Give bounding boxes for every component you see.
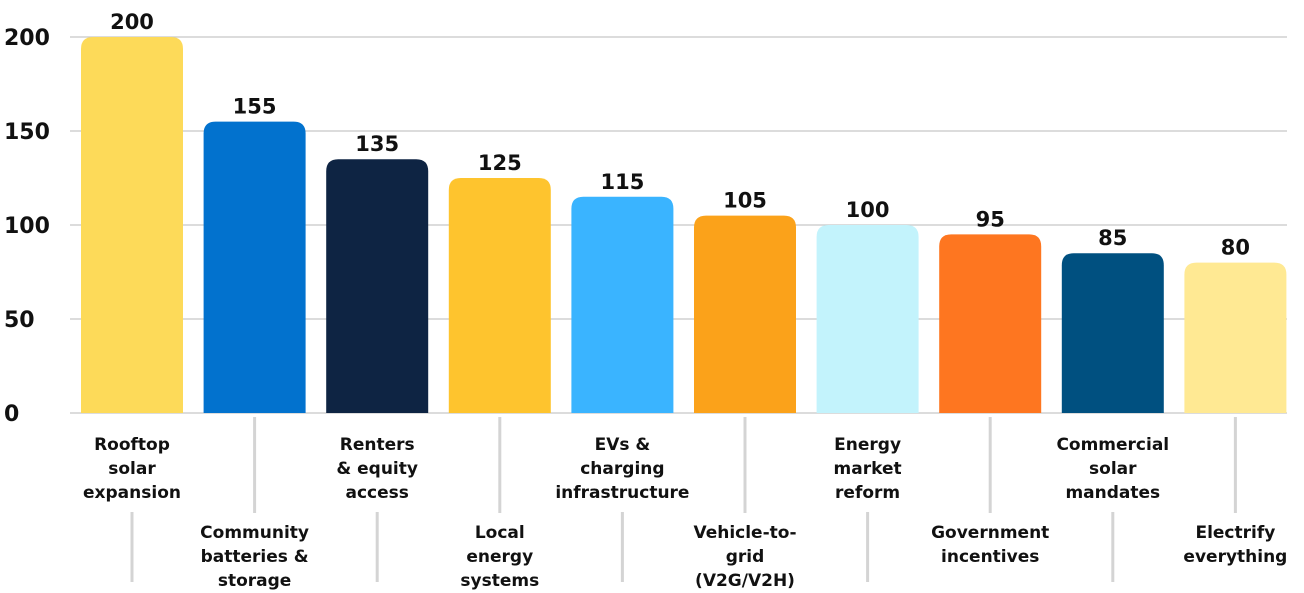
bar [448, 178, 551, 413]
y-tick-label: 100 [4, 214, 50, 239]
y-tick-label: 50 [4, 308, 35, 333]
bar [694, 215, 796, 413]
category-label-line: market [834, 459, 902, 479]
value-label: 115 [600, 170, 644, 194]
category-label-line: reform [835, 483, 900, 503]
y-tick-label: 150 [4, 120, 50, 145]
category-label-line: Rooftop [94, 435, 170, 455]
category-label-line: incentives [941, 547, 1039, 567]
value-label: 85 [1098, 226, 1127, 250]
category-label-line: Energy [834, 435, 901, 455]
value-label: 200 [110, 10, 154, 34]
category-label: Renters & equity access [336, 435, 418, 503]
value-label: 80 [1221, 236, 1250, 260]
bar [816, 225, 919, 413]
y-tick-label: 200 [4, 26, 50, 51]
category-label: Community batteries & storage [200, 523, 309, 591]
category-label-line: Government [931, 523, 1049, 543]
bars [81, 37, 1287, 413]
value-label: 95 [976, 207, 1005, 231]
bar [1061, 253, 1164, 413]
value-labels: 200 155 135 125 115 105 100 95 85 80 [110, 10, 1250, 260]
category-label: Vehicle-to-grid (V2G/V2H) [693, 523, 796, 591]
category-label-line: storage [218, 571, 291, 591]
category-label-line: mandates [1065, 483, 1160, 503]
category-label-line: (V2G/V2H) [695, 571, 795, 591]
bar [571, 196, 674, 413]
category-label-line: grid [726, 547, 765, 567]
category-label-line: Renters [340, 435, 415, 455]
category-label-line: access [345, 483, 408, 503]
value-label: 100 [846, 198, 890, 222]
category-label: Electrify everything [1183, 523, 1287, 567]
category-label-line: systems [460, 571, 539, 591]
category-label-line: batteries & [201, 547, 309, 567]
bar [203, 121, 306, 413]
bar [939, 234, 1042, 413]
category-label-line: solar [1089, 459, 1137, 479]
value-label: 155 [233, 95, 277, 119]
category-label-line: Local [475, 523, 525, 543]
category-label-line: Commercial [1056, 435, 1169, 455]
category-label-line: infrastructure [555, 483, 689, 503]
value-label: 105 [723, 189, 767, 213]
category-label: Commercial solar mandates [1056, 435, 1169, 503]
category-labels: Rooftop solar expansion Community batteries … [83, 435, 1287, 591]
value-label: 125 [478, 151, 522, 175]
label-leader-lines [130, 417, 1237, 582]
category-label: Rooftop solar expansion [83, 435, 181, 503]
category-label-line: charging [580, 459, 664, 479]
category-label-line: solar [108, 459, 156, 479]
category-label-line: Community [200, 523, 309, 543]
bar [81, 37, 183, 413]
category-label-line: & equity [336, 459, 418, 479]
category-label: Energy market reform [834, 435, 902, 503]
category-label-line: Vehicle-to- [693, 523, 796, 543]
category-label-line: EVs & [595, 435, 651, 455]
y-axis-ticks: 0 50 100 150 200 [4, 26, 50, 427]
category-label: EVs & charging infrastructure [555, 435, 689, 503]
category-label-line: Electrify [1195, 523, 1275, 543]
bar [1184, 262, 1287, 413]
value-label: 135 [355, 132, 399, 156]
bar [326, 159, 429, 413]
category-label-line: everything [1183, 547, 1287, 567]
category-label-line: energy [466, 547, 533, 567]
y-tick-label: 0 [4, 402, 19, 427]
category-label: Local energy systems [460, 523, 539, 591]
category-label: Government incentives [931, 523, 1049, 567]
category-label-line: expansion [83, 483, 181, 503]
